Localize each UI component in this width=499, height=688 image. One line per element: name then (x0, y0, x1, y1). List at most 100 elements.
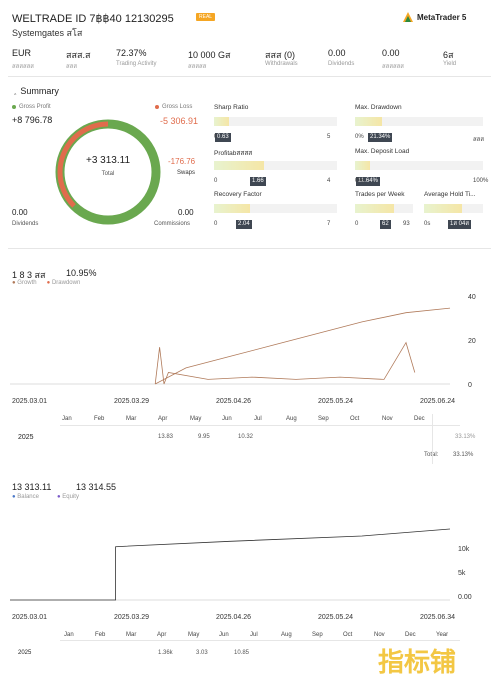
growth-x-tick: 2025.05.24 (318, 398, 354, 405)
max-deposit-load-value-tag: 11.64% (356, 177, 380, 186)
stat-value: สสส.ส (66, 50, 91, 60)
equity-value: 13 314.55 (76, 482, 117, 492)
gross-loss-label: Gross Loss (155, 104, 192, 110)
growth-month: Aug (286, 416, 297, 422)
series-line-growth (155, 307, 451, 385)
balance-month: Jun (219, 632, 229, 638)
legend-growth-label: Growth (17, 280, 37, 286)
metatrader-label: MetaTrader 5 (417, 12, 467, 22)
trades-per-week-bar (355, 204, 413, 213)
recovery-factor-value-tag: 2.04 (236, 220, 252, 229)
gross-profit-label: Gross Profit (12, 104, 51, 110)
balance-month: Dec (405, 632, 416, 638)
growth-ytd: 33.13% (455, 434, 476, 440)
max-deposit-load-max: 100% (473, 178, 489, 184)
growth-month: May (190, 416, 202, 422)
dividends-value: 0.00 (12, 208, 28, 217)
stat-value: EUR (12, 48, 32, 58)
legend-balance[interactable]: ● Balance (12, 494, 39, 500)
recovery-factor-max: 7 (327, 221, 331, 227)
balance-month: Jul (250, 632, 258, 638)
drawdown-value: 10.95% (66, 268, 97, 278)
growth-legend: ● Growth ● Drawdown (12, 280, 80, 286)
recovery-factor-label-1-value-tag: 1.66 (250, 177, 266, 186)
balance-month: Apr (157, 632, 167, 638)
sharp-ratio-value-tag: 0.63 (215, 133, 231, 142)
stat-value: 72.37% (116, 48, 147, 58)
divider (432, 414, 433, 464)
growth-year-value: 13.83 (158, 434, 174, 440)
real-badge: REAL (196, 13, 216, 21)
balance-x-tick: 2025.05.24 (318, 614, 354, 621)
average-hold-bar (424, 204, 483, 213)
chevron-icon: ‸ (14, 88, 17, 95)
average-hold-min: 0s (424, 221, 431, 227)
growth-month: Jun (222, 416, 232, 422)
divider (8, 76, 491, 77)
average-hold-value-tag: 1ส 04ส (448, 220, 472, 229)
balance-x-tick: 2025.04.26 (216, 614, 252, 621)
summary-heading[interactable]: ‸ Summary (14, 86, 59, 96)
legend-growth[interactable]: ● Growth (12, 280, 37, 286)
max-drawdown-max: สสส (473, 137, 484, 143)
recovery-factor-bar-fill (214, 204, 250, 213)
stat-value: 0.00 (328, 48, 346, 58)
stat-label: Dividends (328, 61, 355, 67)
balance-month: Oct (343, 632, 353, 638)
balance-year-value: 10.85 (234, 650, 250, 656)
series-line-balance (10, 528, 451, 601)
recovery-factor-label-1-min: 0 (214, 178, 218, 184)
gross-profit-value: +8 796.78 (12, 115, 53, 125)
legend-drawdown[interactable]: ● Drawdown (46, 280, 81, 286)
growth-x-tick: 2025.04.26 (216, 398, 252, 405)
max-drawdown-value-tag: 21.34% (368, 133, 393, 142)
stat-label: สสสสสส (382, 64, 404, 70)
trades-per-week-max: 93 (403, 221, 410, 227)
growth-total-label: Total: (424, 452, 438, 458)
growth-chart (10, 307, 451, 385)
balance-month: Mar (126, 632, 137, 638)
growth-x-tick: 2025.06.24 (420, 398, 456, 405)
sharp-ratio-label: Sharp Ratio (214, 104, 249, 111)
balance-year-value: 1.36k (158, 650, 173, 656)
metatrader-logo: MetaTrader 5 (402, 11, 466, 23)
swaps-label: Swaps (177, 170, 196, 176)
growth-month: Dec (414, 416, 425, 422)
profit-dot-icon (12, 105, 16, 109)
gross-loss-text: Gross Loss (162, 104, 193, 110)
loss-dot-icon (155, 105, 159, 109)
stat-label: Trading Activity (116, 61, 157, 67)
max-deposit-load-min: 0% (355, 178, 364, 184)
growth-y-tick: 20 (468, 338, 476, 345)
balance-month: Jan (64, 632, 74, 638)
growth-y-tick: 40 (468, 294, 476, 301)
loss-ring (57, 121, 159, 223)
stat-label: Yield (443, 61, 457, 67)
stat-label: Withdrawals (265, 61, 298, 67)
legend-equity[interactable]: ● Equity (56, 494, 79, 500)
series-line-drawdown (154, 341, 416, 385)
balance-value: 13 313.11 (12, 482, 52, 492)
balance-month: Year (436, 632, 449, 638)
balance-month: May (188, 632, 200, 638)
summary-label: Summary (20, 86, 59, 96)
trades-per-week-min: 0 (355, 221, 359, 227)
growth-value: 1 8 3 สส (12, 270, 46, 280)
recovery-factor-label-1-max: 4 (327, 178, 331, 184)
sharp-ratio-min: 0 (214, 134, 218, 140)
account-subtitle: Systemgates สโส (12, 28, 83, 38)
stat-label: สสส (66, 64, 77, 70)
stat-value: สสส (0) (265, 50, 295, 60)
balance-month: Aug (281, 632, 292, 638)
gross-profit-text: Gross Profit (19, 104, 51, 110)
sharp-ratio-bar (214, 117, 337, 126)
profit-loss-donut (55, 119, 161, 225)
balance-month: Feb (95, 632, 106, 638)
sharp-ratio-max: 5 (327, 134, 331, 140)
account-title: WELTRADE ID 7฿฿40 12130295 (12, 13, 174, 25)
balance-year: 2025 (18, 650, 32, 656)
growth-month: Nov (382, 416, 393, 422)
stat-value: 10 000 Gส (188, 50, 231, 60)
legend-balance-label: Balance (17, 494, 39, 500)
growth-month: Oct (350, 416, 360, 422)
